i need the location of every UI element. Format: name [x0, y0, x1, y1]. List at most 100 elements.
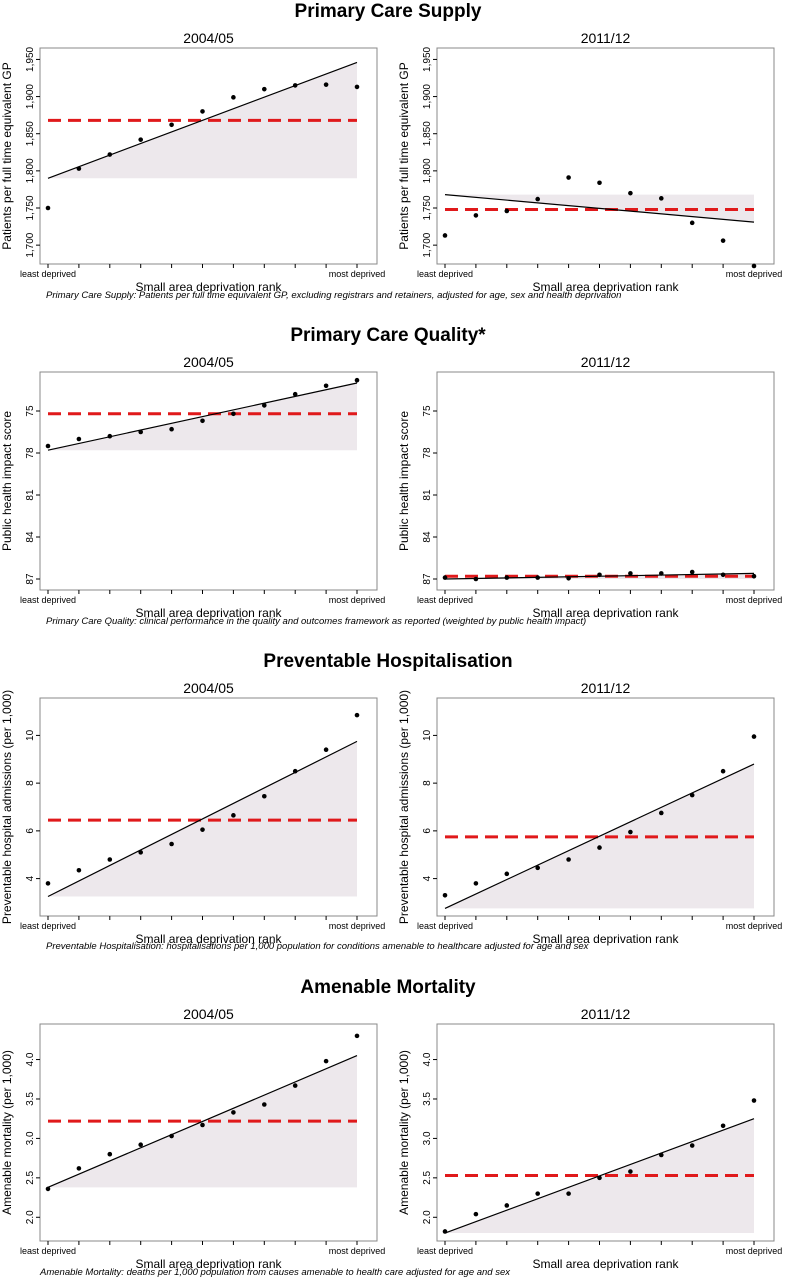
x-axis-label: Small area deprivation rank — [135, 606, 282, 620]
fit-line — [444, 763, 755, 909]
data-point — [231, 1110, 236, 1115]
x-tick-label-most: most deprived — [329, 1246, 386, 1256]
data-point — [566, 857, 571, 862]
data-point — [597, 572, 602, 578]
y-tick-label: 10 — [422, 729, 433, 741]
y-tick-label: 2.5 — [422, 1170, 433, 1184]
x-tick-label-most: most deprived — [329, 595, 386, 605]
y-axis-label: Public health impact score — [0, 411, 14, 551]
y-axis-label: Preventable hospital admissions (per 1,0… — [0, 690, 14, 924]
data-point — [323, 1058, 329, 1064]
data-point — [45, 1186, 51, 1192]
data-point — [659, 810, 664, 816]
y-axis-label: Patients per full time equivalent GP — [0, 62, 14, 249]
data-point — [231, 813, 236, 818]
data-point — [292, 391, 298, 397]
data-point — [354, 377, 360, 383]
data-point — [169, 1133, 174, 1139]
data-point — [689, 792, 695, 798]
y-tick-label: 4 — [25, 875, 36, 881]
x-tick-label-most: most deprived — [726, 1246, 783, 1256]
panel-title: 2011/12 — [581, 354, 631, 370]
y-tick-label: 4.0 — [25, 1052, 36, 1066]
y-tick-label: 1,850 — [422, 121, 433, 146]
x-tick-label-most: most deprived — [329, 269, 386, 279]
y-tick-label: 75 — [422, 405, 433, 417]
data-point — [200, 827, 205, 832]
y-axis-label: Public health impact score — [397, 411, 411, 551]
chart-panel-7: 2.0 2.5 3.0 3.5 4.0 least deprived most depriv… — [397, 1006, 782, 1271]
data-point — [473, 213, 479, 218]
data-point — [231, 411, 236, 417]
data-point — [659, 571, 664, 576]
data-point — [720, 1123, 726, 1129]
data-point — [45, 881, 51, 886]
data-point — [292, 768, 298, 774]
y-tick-label: 1,700 — [25, 232, 36, 257]
data-point — [751, 573, 757, 579]
data-point — [628, 829, 633, 835]
y-tick-label: 2.5 — [25, 1170, 36, 1184]
plot-frame — [436, 47, 775, 265]
data-point — [169, 426, 174, 432]
data-point — [200, 1122, 205, 1128]
panel-title: 2011/12 — [581, 680, 631, 696]
data-point — [138, 137, 143, 142]
data-point — [597, 1175, 602, 1181]
data-point — [354, 712, 360, 718]
data-point — [442, 892, 448, 898]
data-point — [566, 576, 571, 581]
fit-line — [444, 194, 755, 223]
panel-title: 2004/05 — [183, 30, 234, 46]
data-point — [628, 190, 633, 196]
chart-panel-4: 4 6 8 10 least deprived most deprived 2004/05 S… — [0, 680, 385, 946]
data-point — [45, 205, 51, 211]
fit-line — [47, 382, 358, 451]
data-point — [504, 208, 510, 214]
data-point — [45, 443, 51, 449]
data-point — [76, 166, 82, 171]
data-point — [169, 122, 174, 128]
y-tick-label: 75 — [25, 405, 36, 417]
y-tick-label: 1,800 — [422, 158, 433, 183]
data-point — [566, 1191, 571, 1196]
data-point — [169, 841, 174, 847]
data-point — [323, 747, 329, 753]
y-tick-label: 78 — [422, 447, 433, 459]
y-tick-label: 1,700 — [422, 232, 433, 257]
y-tick-label: 1,900 — [422, 84, 433, 109]
y-tick-label: 10 — [25, 729, 36, 741]
panel-title: 2011/12 — [581, 30, 631, 46]
caption-supply: Primary Care Supply: Patients per full t… — [46, 290, 621, 301]
data-point — [442, 1229, 448, 1234]
data-point — [751, 734, 757, 739]
y-tick-label: 84 — [25, 531, 36, 543]
y-tick-label: 1,750 — [25, 195, 36, 220]
data-point — [323, 383, 329, 389]
x-axis-label: Small area deprivation rank — [532, 280, 679, 294]
data-point — [504, 575, 510, 580]
y-tick-label: 87 — [25, 573, 36, 585]
data-point — [262, 403, 267, 408]
y-tick-label: 3.0 — [422, 1131, 433, 1145]
y-tick-label: 6 — [422, 828, 433, 834]
y-tick-label: 8 — [422, 780, 433, 786]
y-tick-label: 3.5 — [25, 1092, 36, 1106]
y-tick-label: 6 — [25, 828, 36, 834]
y-axis-label: Preventable hospital admissions (per 1,0… — [397, 690, 411, 924]
y-tick-label: 3.5 — [422, 1092, 433, 1106]
x-tick-label-most: most deprived — [726, 269, 783, 279]
section-title-hospitalisation: Preventable Hospitalisation — [263, 651, 512, 672]
caption-hospitalisation: Preventable Hospitalisation: hospitalisa… — [46, 941, 590, 952]
data-point — [504, 871, 510, 877]
data-point — [535, 575, 540, 580]
data-point — [292, 1083, 298, 1088]
y-tick-label: 4 — [422, 875, 433, 881]
data-point — [566, 175, 571, 180]
y-tick-label: 4.0 — [422, 1052, 433, 1066]
y-tick-label: 81 — [422, 489, 433, 501]
fit-line — [47, 1055, 358, 1188]
x-axis-label: Small area deprivation rank — [532, 932, 679, 946]
y-axis-label: Amenable mortality (per 1,000) — [0, 1050, 14, 1215]
